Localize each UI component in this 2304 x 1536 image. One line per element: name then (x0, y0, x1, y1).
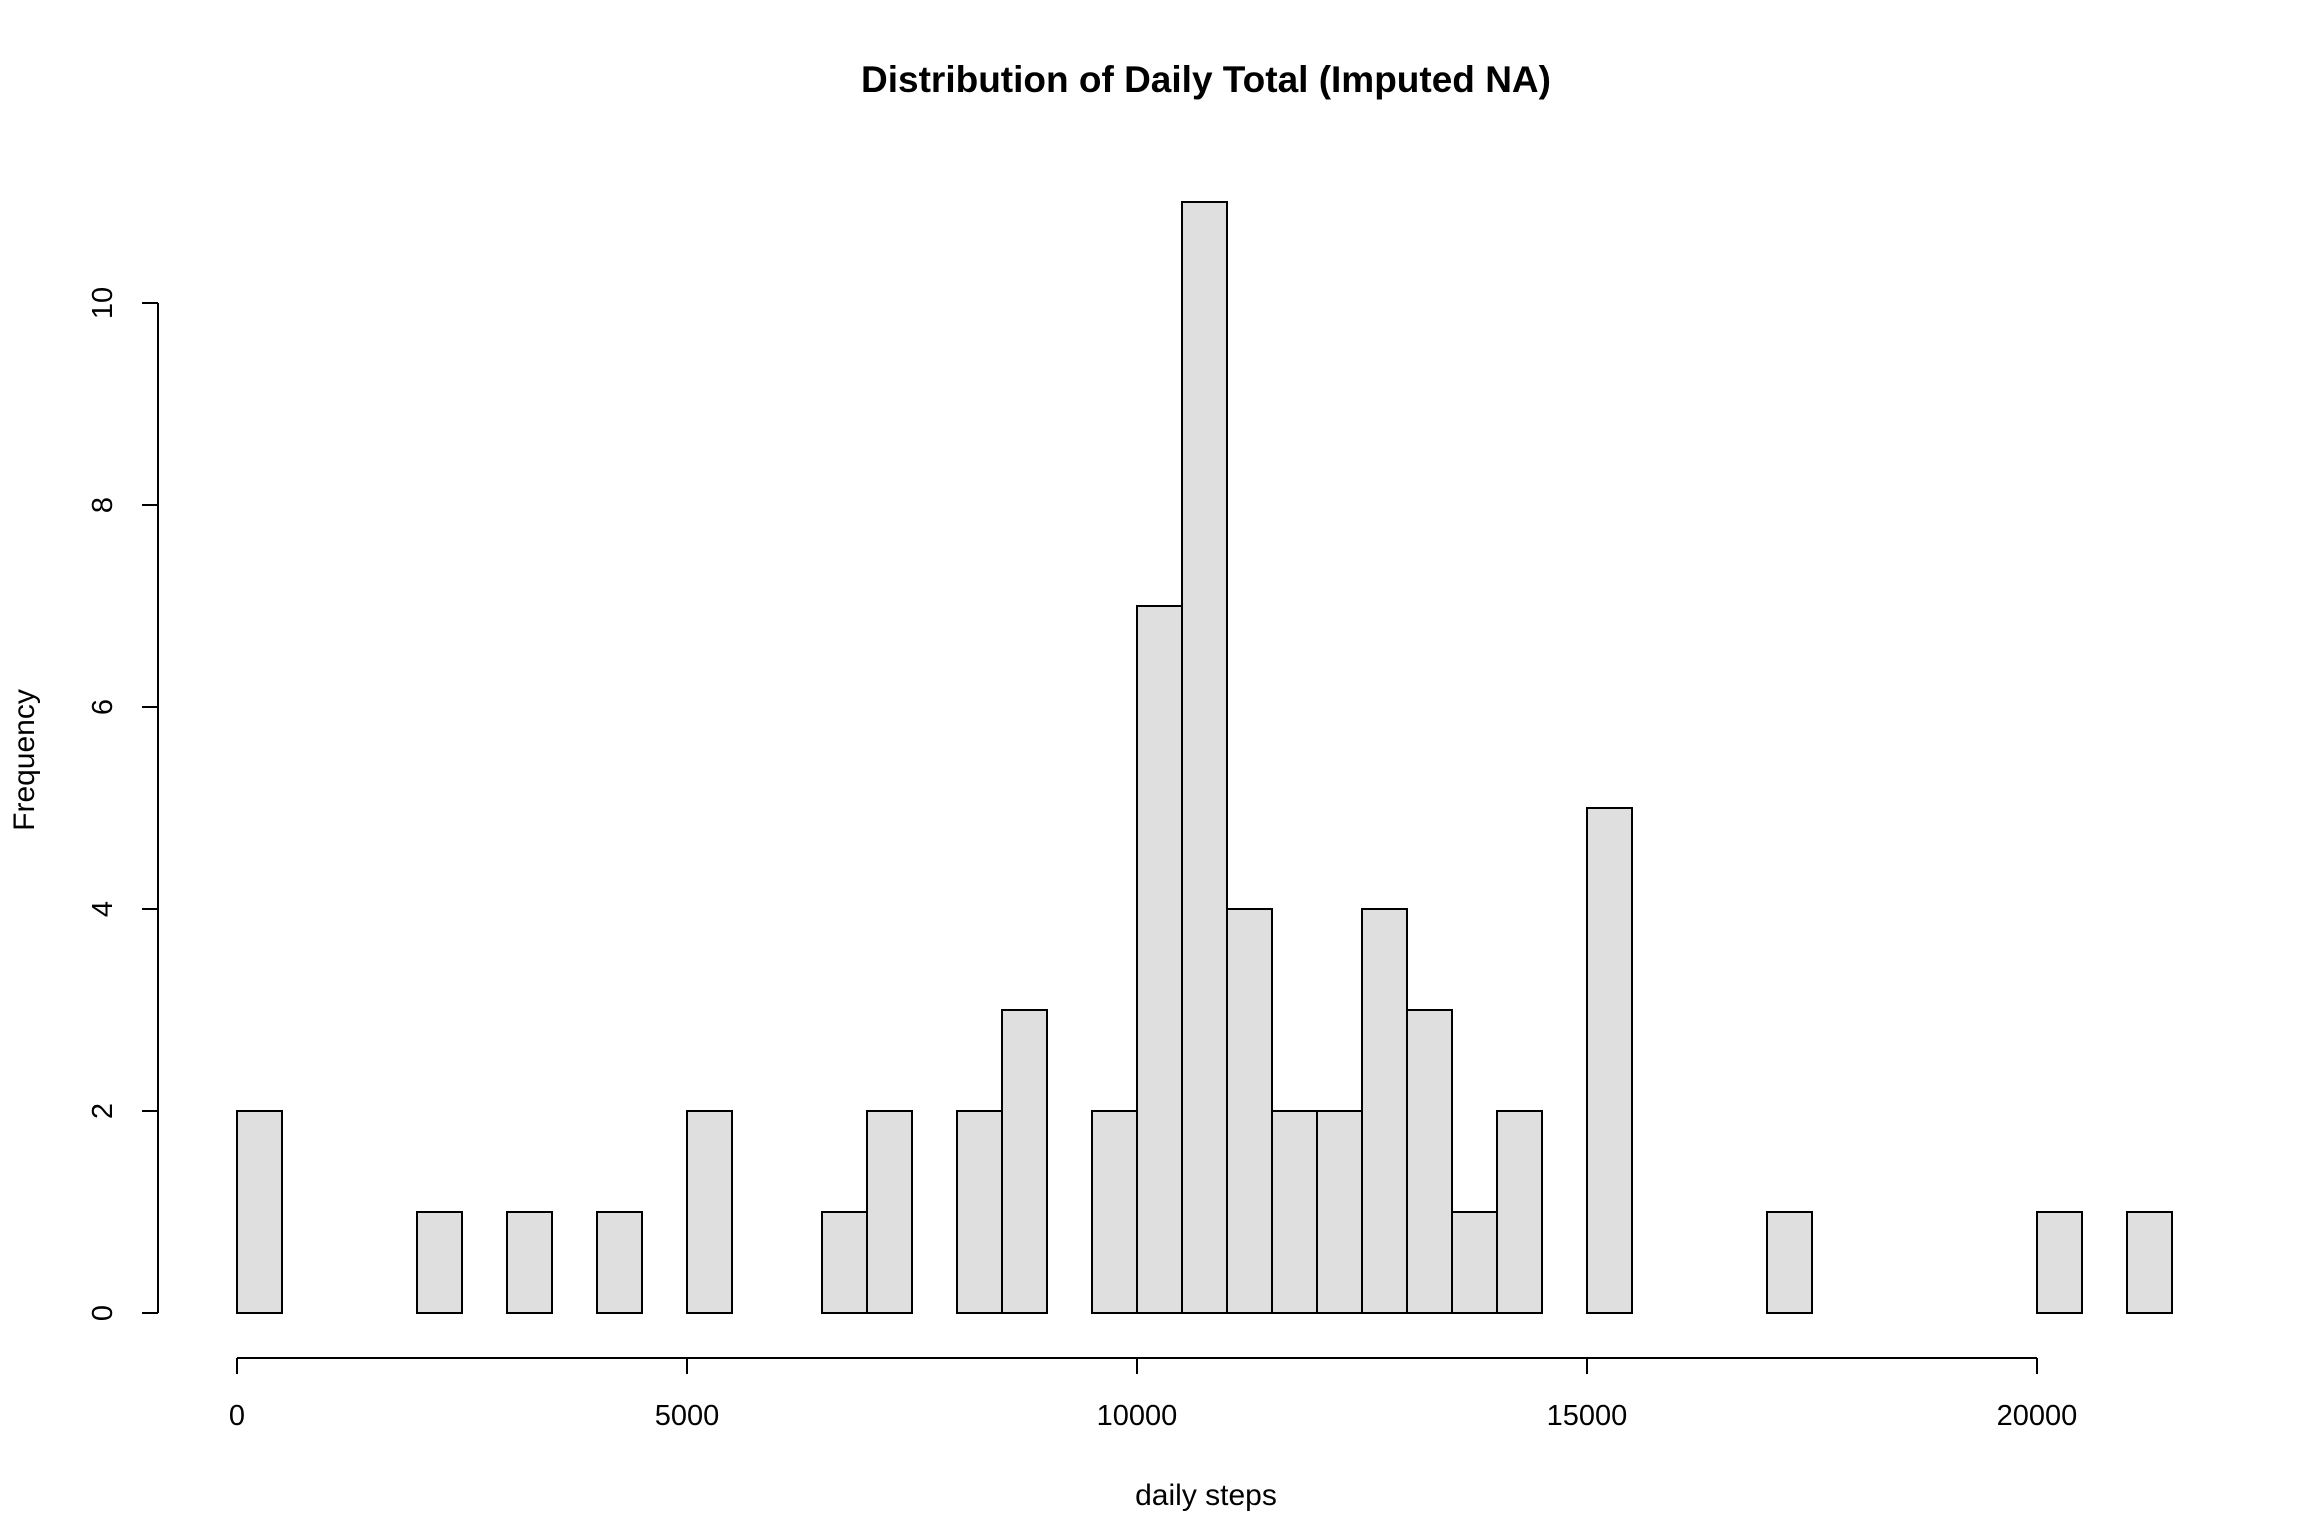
histogram-bar (686, 1110, 733, 1314)
x-axis: 0 5000 10000 15000 20000 (229, 1357, 2078, 1432)
x-tick-label: 5000 (655, 1400, 720, 1432)
y-tick-label: 10 (87, 287, 119, 319)
histogram-bar (1271, 1110, 1318, 1314)
y-tick-label: 2 (87, 1103, 119, 1119)
histogram-bar (1766, 1211, 1813, 1314)
x-tick-label: 10000 (1097, 1400, 1178, 1432)
histogram-bar (596, 1211, 643, 1314)
histogram-bar (416, 1211, 463, 1314)
x-tick-label: 0 (229, 1400, 245, 1432)
y-tick-label: 4 (87, 901, 119, 917)
histogram-bar (236, 1110, 283, 1314)
histogram-bar (1091, 1110, 1138, 1314)
y-tick-label: 6 (87, 699, 119, 715)
y-axis-label: Frequency (8, 689, 41, 831)
histogram-bar (1181, 201, 1228, 1314)
histogram-bar (866, 1110, 913, 1314)
x-tick-label: 15000 (1547, 1400, 1628, 1432)
histogram-bar (2036, 1211, 2083, 1314)
bars-group (236, 201, 2173, 1314)
histogram-bar (506, 1211, 553, 1314)
histogram-bar (821, 1211, 868, 1314)
y-axis: 0 2 4 6 8 10 (87, 287, 159, 1321)
histogram-bar (1361, 908, 1408, 1314)
y-tick-label: 8 (87, 497, 119, 513)
histogram-bar (1136, 605, 1183, 1314)
x-axis-label: daily steps (1135, 1479, 1277, 1512)
chart-title: Distribution of Daily Total (Imputed NA) (861, 59, 1551, 100)
histogram-bar (1406, 1009, 1453, 1314)
x-tick-label: 20000 (1997, 1400, 2078, 1432)
histogram-bar (1001, 1009, 1048, 1314)
histogram-bar (2126, 1211, 2173, 1314)
y-tick-label: 0 (87, 1305, 119, 1321)
histogram-bar (1451, 1211, 1498, 1314)
histogram-bar (1586, 807, 1633, 1314)
histogram-bar (1226, 908, 1273, 1314)
histogram-bar (1496, 1110, 1543, 1314)
histogram-bar (956, 1110, 1003, 1314)
histogram-bar (1316, 1110, 1363, 1314)
